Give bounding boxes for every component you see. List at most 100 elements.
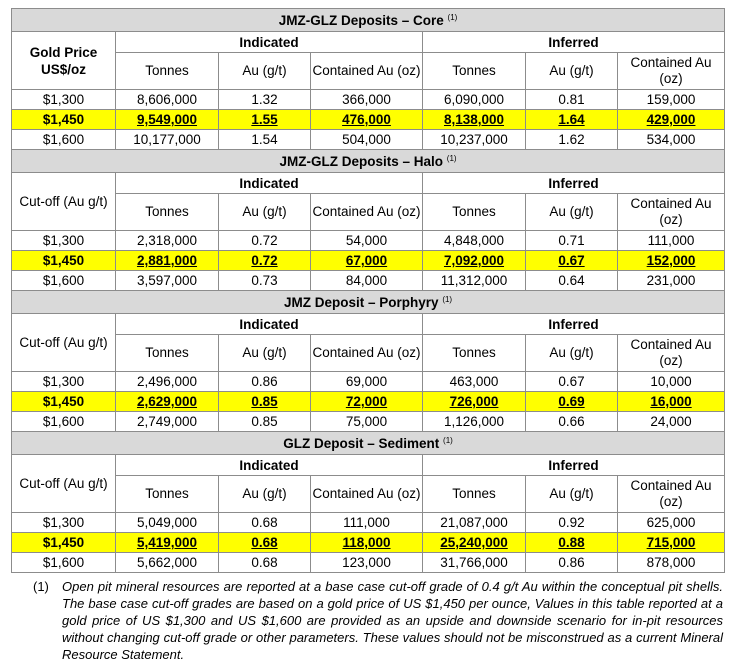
row-label-header: Cut-off (Au g/t): [11, 172, 116, 231]
value-cell: 0.85: [218, 411, 311, 432]
value-cell: 1.55: [218, 109, 311, 130]
column-header-row: Tonnes Au (g/t) Contained Au (oz) Tonnes Au …: [12, 193, 726, 231]
base-case-row: $1,450 9,549,000 1.55 476,000 8,138,000 1.64 4…: [11, 109, 726, 130]
price-cell: $1,450: [11, 391, 116, 412]
base-case-row: $1,450 5,419,000 0.68 118,000 25,240,000 0.88…: [11, 532, 726, 553]
column-header: Contained Au (oz): [616, 475, 726, 513]
value-cell: 726,000: [422, 391, 526, 412]
value-cell: 6,090,000: [422, 89, 526, 110]
value-cell: 123,000: [310, 552, 423, 573]
inferred-header: Inferred: [421, 31, 726, 53]
column-header: Au (g/t): [525, 475, 618, 513]
price-cell: $1,450: [11, 532, 116, 553]
indicated-header: Indicated: [115, 454, 423, 476]
value-cell: 24,000: [616, 411, 726, 432]
value-cell: 0.64: [525, 270, 618, 291]
table-body: JMZ-GLZ Deposits – Core (1) Gold Price US…: [10, 8, 726, 573]
value-cell: 2,496,000: [115, 371, 219, 392]
column-header: Contained Au (oz): [310, 52, 423, 90]
column-header-text: Tonnes: [452, 345, 496, 360]
column-header-text: Contained Au (oz): [312, 204, 421, 219]
value-cell: 0.86: [218, 371, 311, 392]
table-row: $1,600 5,662,000 0.68 123,000 31,766,000 0.86…: [11, 552, 726, 573]
value-cell: 159,000: [616, 89, 726, 110]
inferred-header: Inferred: [421, 454, 726, 476]
price-cell: $1,600: [11, 129, 116, 150]
row-label-text: Cut-off (Au g/t): [19, 476, 108, 491]
value-cell: 11,312,000: [422, 270, 526, 291]
column-header-text: Au (g/t): [549, 204, 594, 219]
column-header-text: Au (g/t): [549, 486, 594, 501]
column-header: Contained Au (oz): [616, 193, 726, 231]
section-title: JMZ-GLZ Deposits – Core: [278, 12, 444, 28]
section-title-cell: GLZ Deposit – Sediment (1): [10, 431, 726, 455]
footnote-ref: (1): [442, 294, 453, 304]
column-header-text: Contained Au (oz): [312, 345, 421, 360]
column-header: Au (g/t): [218, 193, 311, 231]
price-cell: $1,450: [11, 109, 116, 130]
value-cell: 10,177,000: [115, 129, 219, 150]
section-header-row: JMZ Deposit – Porphyry (1): [10, 290, 726, 314]
table-row: $1,600 3,597,000 0.73 84,000 11,312,000 0.64 2…: [11, 270, 726, 291]
table-row: $1,300 8,606,000 1.32 366,000 6,090,000 0.81 1…: [11, 89, 726, 110]
value-cell: 0.85: [218, 391, 311, 412]
value-cell: 72,000: [310, 391, 423, 412]
value-cell: 7,092,000: [422, 250, 526, 271]
row-label-text: Cut-off (Au g/t): [19, 194, 108, 209]
value-cell: 0.68: [218, 532, 311, 553]
price-cell: $1,300: [11, 371, 116, 392]
row-label-header: Gold Price US$/oz: [11, 31, 116, 90]
value-cell: 8,606,000: [115, 89, 219, 110]
value-cell: 0.81: [525, 89, 618, 110]
value-cell: 10,000: [616, 371, 726, 392]
column-header: Tonnes: [422, 193, 526, 231]
footnote-number: (1): [33, 579, 49, 594]
value-cell: 67,000: [310, 250, 423, 271]
value-cell: 1,126,000: [422, 411, 526, 432]
price-cell: $1,300: [11, 512, 116, 533]
value-cell: 8,138,000: [422, 109, 526, 130]
column-header: Contained Au (oz): [310, 334, 423, 372]
value-cell: 5,049,000: [115, 512, 219, 533]
value-cell: 1.64: [525, 109, 618, 130]
indicated-header: Indicated: [115, 172, 423, 194]
column-header-text: Au (g/t): [549, 63, 594, 78]
inferred-header: Inferred: [421, 172, 726, 194]
column-header: Tonnes: [422, 334, 526, 372]
section-title: GLZ Deposit – Sediment: [283, 435, 440, 451]
column-header-text: Au (g/t): [549, 345, 594, 360]
value-cell: 5,419,000: [115, 532, 219, 553]
column-header: Tonnes: [115, 193, 219, 231]
column-header-text: Tonnes: [452, 63, 496, 78]
value-cell: 0.71: [525, 230, 618, 251]
value-cell: 16,000: [616, 391, 726, 412]
column-header-text: Tonnes: [145, 63, 189, 78]
value-cell: 21,087,000: [422, 512, 526, 533]
column-header-text: Tonnes: [452, 204, 496, 219]
column-header-text: Tonnes: [145, 204, 189, 219]
column-header-text: Au (g/t): [242, 345, 287, 360]
value-cell: 1.62: [525, 129, 618, 150]
group-header-row: Cut-off (Au g/t) Indicated Inferred: [11, 313, 726, 372]
value-cell: 10,237,000: [422, 129, 526, 150]
section-title-cell: JMZ Deposit – Porphyry (1): [10, 290, 726, 314]
footnote-ref: (1): [447, 12, 458, 22]
table-row: $1,600 10,177,000 1.54 504,000 10,237,000 1.6…: [11, 129, 726, 150]
column-header-text: Tonnes: [145, 345, 189, 360]
column-header-text: Contained Au (oz): [312, 486, 421, 501]
value-cell: 0.69: [525, 391, 618, 412]
column-header-text: Tonnes: [145, 486, 189, 501]
value-cell: 715,000: [616, 532, 726, 553]
base-case-row: $1,450 2,629,000 0.85 72,000 726,000 0.69 16,0…: [11, 391, 726, 412]
column-header: Au (g/t): [525, 334, 618, 372]
value-cell: 2,881,000: [115, 250, 219, 271]
value-cell: 0.67: [525, 371, 618, 392]
column-header: Contained Au (oz): [310, 193, 423, 231]
section-header-row: GLZ Deposit – Sediment (1): [10, 431, 726, 455]
value-cell: 0.72: [218, 230, 311, 251]
footnote-text: Open pit mineral resources are reported …: [62, 579, 723, 662]
price-cell: $1,300: [11, 89, 116, 110]
value-cell: 0.67: [525, 250, 618, 271]
column-header-text: Contained Au (oz): [312, 63, 421, 78]
column-header-text: Contained Au (oz): [630, 478, 712, 509]
